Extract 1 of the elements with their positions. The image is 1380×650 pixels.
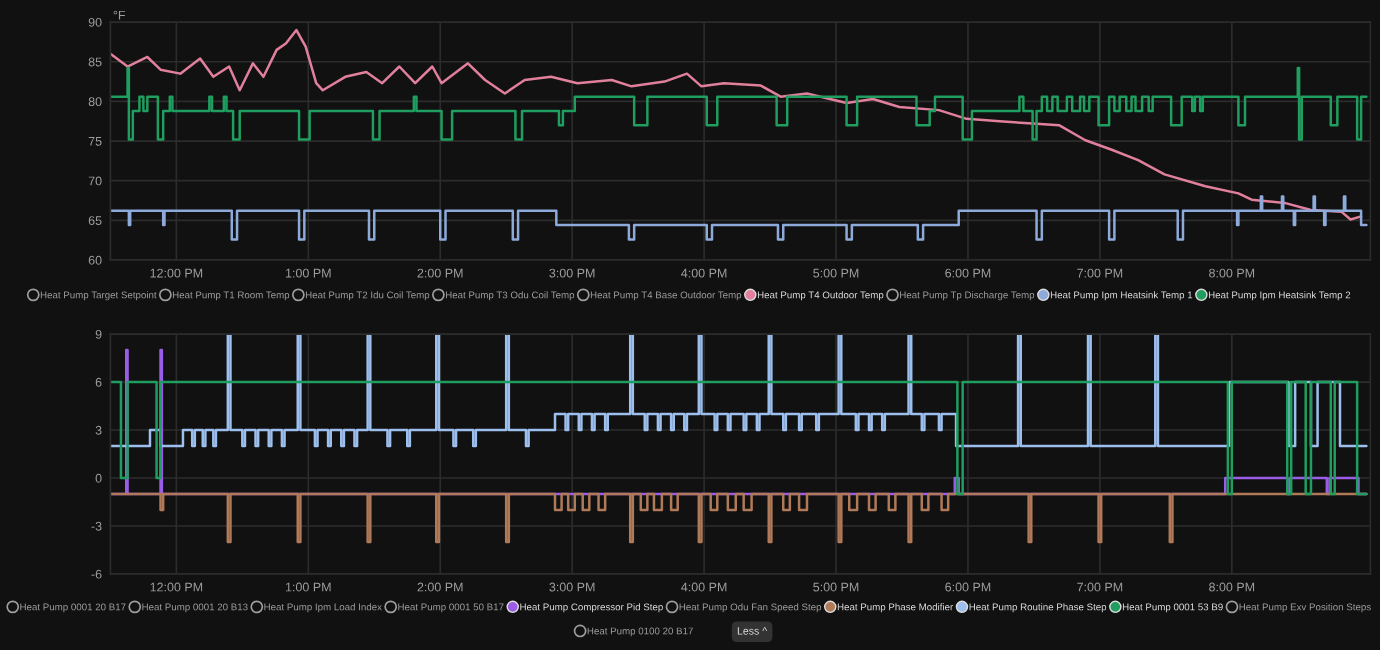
line-series <box>110 28 1363 221</box>
